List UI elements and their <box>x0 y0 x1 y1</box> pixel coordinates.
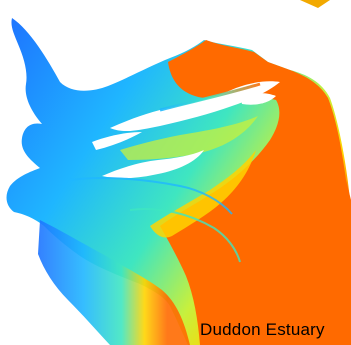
sandbank-middle <box>92 132 142 150</box>
channel-line-3 <box>159 82 261 112</box>
sandbank-upper <box>110 81 280 132</box>
corner-accent <box>300 0 330 8</box>
channel-line-2 <box>129 207 241 263</box>
southern-basin <box>38 220 190 345</box>
channel-line-1 <box>69 177 233 215</box>
shallow-zone-2 <box>120 116 258 160</box>
sandbank-east <box>240 93 276 105</box>
shallow-zone-1 <box>150 150 256 238</box>
high-ground-north <box>160 40 351 345</box>
map-caption: Duddon Estuary <box>200 320 325 339</box>
sandbank-lower <box>102 150 204 179</box>
